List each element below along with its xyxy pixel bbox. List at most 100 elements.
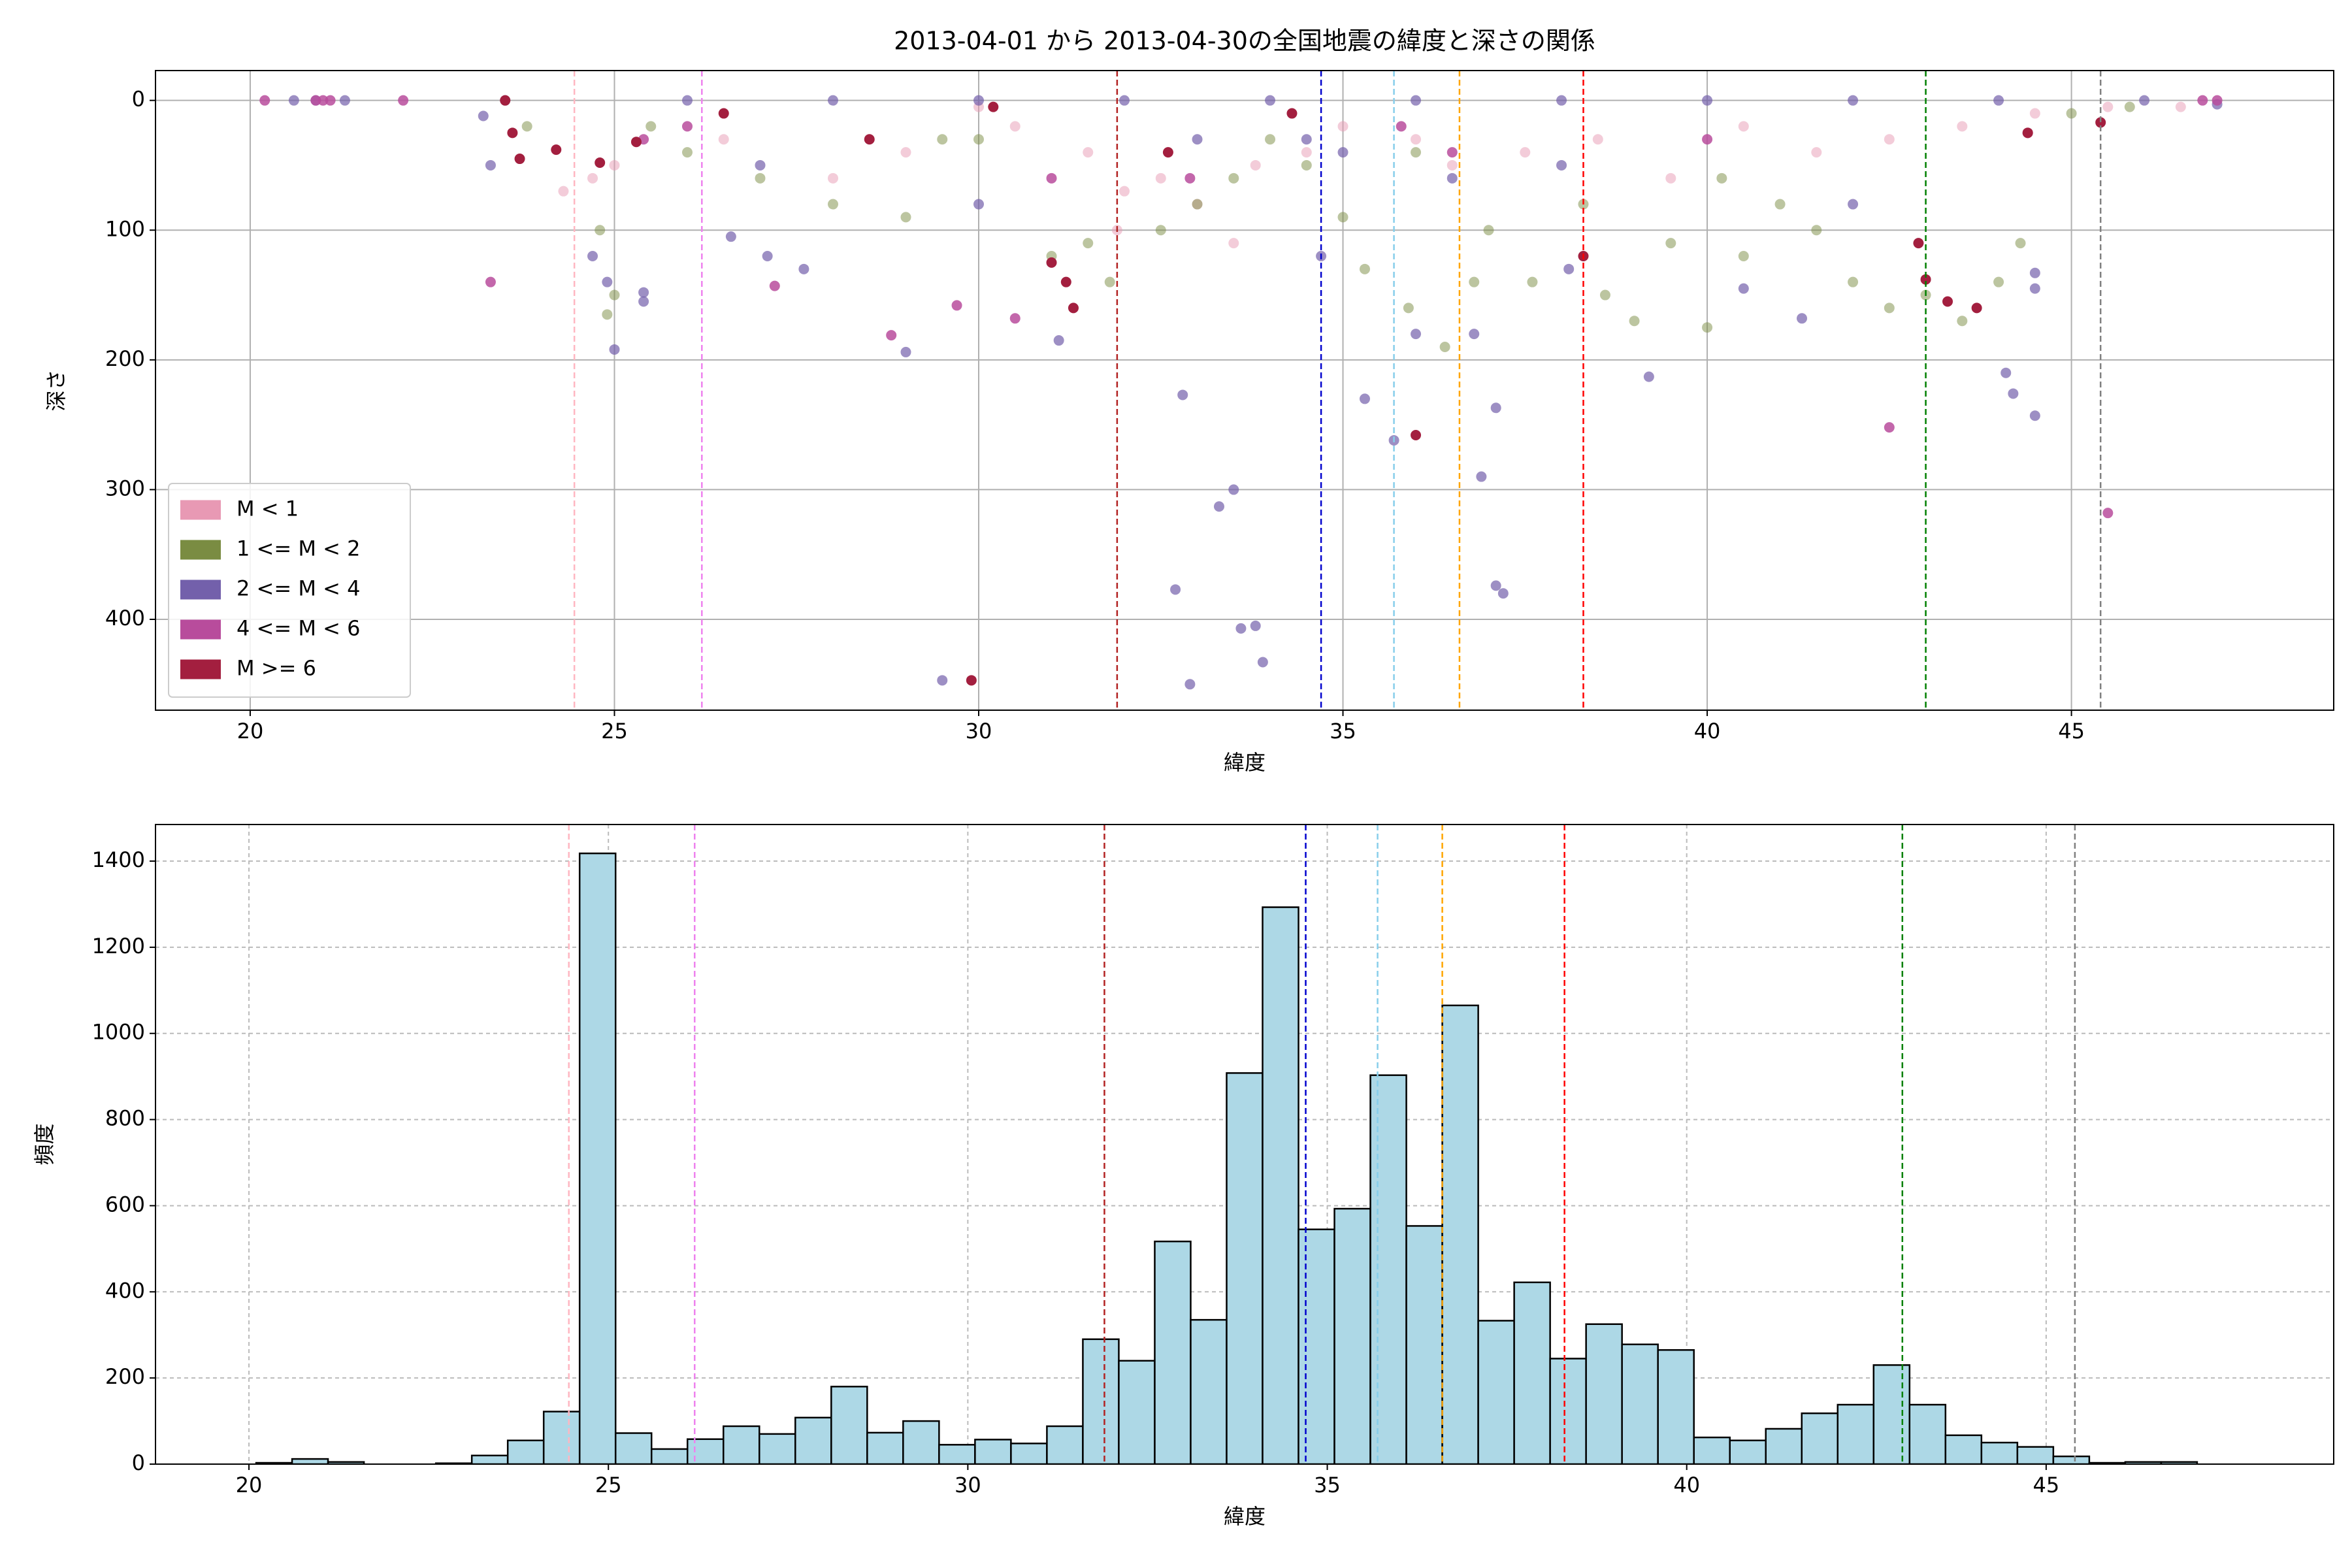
bar bbox=[506, 1439, 545, 1464]
point bbox=[988, 101, 999, 112]
legend-swatch bbox=[180, 619, 221, 640]
point bbox=[1411, 134, 1422, 145]
bar bbox=[542, 1411, 581, 1464]
point bbox=[609, 289, 620, 301]
point bbox=[1884, 302, 1895, 314]
point bbox=[1009, 313, 1021, 324]
point bbox=[1228, 238, 1239, 249]
point bbox=[558, 186, 569, 197]
point bbox=[398, 95, 409, 106]
point bbox=[1527, 276, 1538, 287]
point bbox=[1411, 95, 1422, 106]
point bbox=[1228, 172, 1239, 184]
point bbox=[638, 287, 649, 298]
point bbox=[1446, 159, 1458, 171]
bar bbox=[1872, 1364, 1911, 1464]
point bbox=[1702, 95, 1713, 106]
bar bbox=[1765, 1428, 1803, 1464]
point bbox=[827, 199, 838, 210]
plot-area bbox=[255, 825, 2198, 1464]
legend-label: M >= 6 bbox=[237, 656, 316, 681]
point bbox=[1592, 134, 1603, 145]
legend-swatch bbox=[180, 500, 221, 520]
bar bbox=[723, 1425, 760, 1464]
point bbox=[1476, 471, 1487, 482]
point bbox=[1716, 172, 1727, 184]
x-tick-label: 40 bbox=[1673, 1473, 1700, 1497]
point bbox=[1556, 95, 1567, 106]
point bbox=[1337, 212, 1348, 223]
bar bbox=[1190, 1318, 1228, 1464]
point bbox=[500, 95, 511, 106]
axes-frame bbox=[155, 824, 2334, 1465]
point bbox=[1301, 159, 1312, 171]
bar bbox=[614, 1432, 653, 1464]
point bbox=[1155, 172, 1166, 184]
point bbox=[1104, 276, 1115, 287]
point bbox=[1738, 250, 1749, 261]
point bbox=[1250, 159, 1261, 171]
point bbox=[718, 108, 729, 119]
point bbox=[551, 144, 562, 155]
point bbox=[762, 250, 773, 261]
point bbox=[485, 159, 496, 171]
bar bbox=[1405, 1225, 1443, 1464]
point bbox=[595, 225, 606, 236]
point bbox=[1913, 238, 1924, 249]
point bbox=[1497, 588, 1509, 599]
point bbox=[602, 276, 613, 287]
bar bbox=[902, 1420, 940, 1464]
point bbox=[1359, 263, 1370, 274]
point bbox=[1738, 283, 1749, 294]
y-tick-label: 400 bbox=[105, 606, 145, 630]
y-tick-label: 1400 bbox=[92, 847, 145, 872]
x-tick-label: 25 bbox=[595, 1473, 622, 1497]
point bbox=[1177, 389, 1188, 400]
bar bbox=[1154, 1240, 1192, 1464]
point bbox=[2001, 367, 2012, 378]
bar bbox=[1477, 1320, 1515, 1464]
point bbox=[2022, 127, 2033, 139]
x-axis-label: 緯度 bbox=[1224, 750, 1266, 775]
bar bbox=[1046, 1425, 1084, 1464]
point bbox=[1228, 484, 1239, 495]
point bbox=[1083, 238, 1094, 249]
point bbox=[900, 147, 911, 158]
point bbox=[755, 159, 766, 171]
point bbox=[1469, 329, 1480, 340]
bar bbox=[1549, 1358, 1587, 1464]
point bbox=[1811, 147, 1822, 158]
legend-box bbox=[168, 483, 411, 698]
point bbox=[2102, 101, 2114, 112]
point bbox=[2029, 283, 2040, 294]
point bbox=[1629, 316, 1640, 327]
point bbox=[1184, 172, 1196, 184]
y-tick-label: 400 bbox=[105, 1278, 145, 1303]
point bbox=[1265, 134, 1276, 145]
legend-swatch bbox=[180, 580, 221, 600]
point bbox=[318, 95, 329, 106]
point bbox=[681, 95, 693, 106]
point bbox=[1520, 147, 1531, 158]
point bbox=[1439, 341, 1450, 352]
point bbox=[2139, 95, 2150, 106]
point bbox=[514, 154, 525, 165]
y-tick-label: 100 bbox=[105, 216, 145, 241]
point bbox=[1235, 623, 1247, 634]
point bbox=[900, 346, 911, 357]
legend-swatch bbox=[180, 659, 221, 679]
point bbox=[1119, 186, 1130, 197]
bar bbox=[1585, 1323, 1623, 1464]
point bbox=[1797, 313, 1808, 324]
point bbox=[827, 95, 838, 106]
bar bbox=[578, 852, 617, 1464]
point bbox=[1993, 95, 2004, 106]
point bbox=[595, 157, 606, 168]
legend-label: 1 <= M < 2 bbox=[237, 536, 360, 561]
point bbox=[1337, 121, 1348, 132]
axes-frame bbox=[155, 70, 2334, 711]
point bbox=[1265, 95, 1276, 106]
bar bbox=[794, 1416, 832, 1464]
